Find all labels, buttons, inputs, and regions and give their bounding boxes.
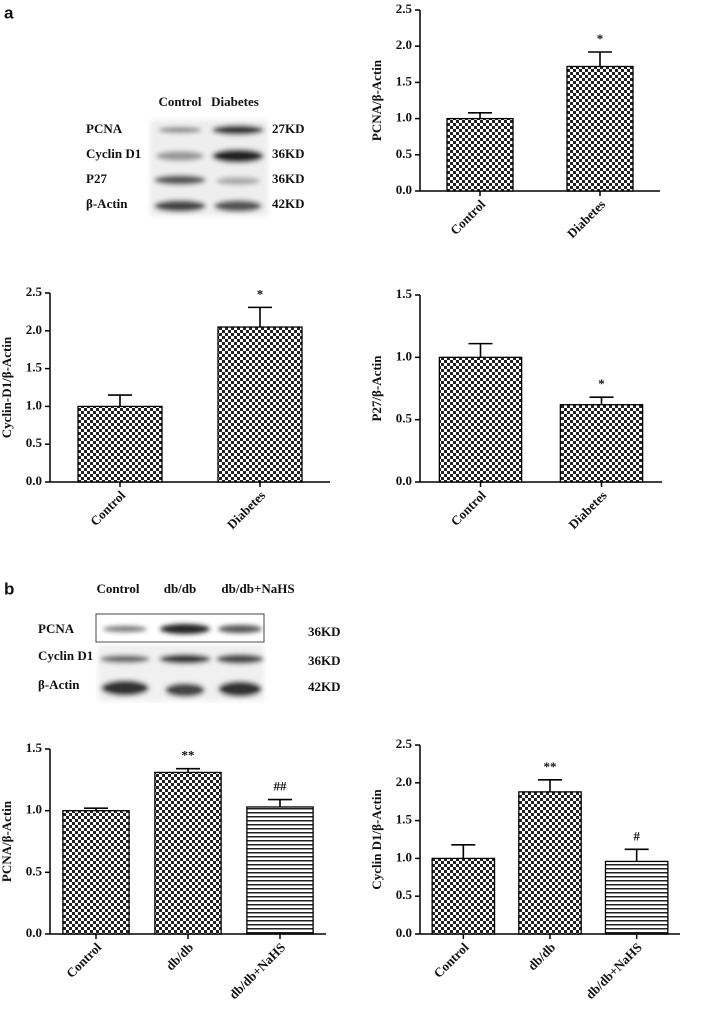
y-tick-label: 0.0 <box>396 473 412 488</box>
y-tick-label: 1.5 <box>396 812 413 827</box>
y-tick-label: 2.0 <box>396 774 412 789</box>
blot-size: 42KD <box>308 679 341 694</box>
y-tick-label: 0.0 <box>396 182 412 197</box>
bar <box>566 65 634 192</box>
blot-row: PCNA <box>86 121 123 136</box>
bar <box>246 806 314 935</box>
bar <box>446 117 514 192</box>
blot-row: Cyclin D1 <box>86 146 141 161</box>
blot-column: Control <box>96 581 139 596</box>
error-bar <box>108 394 132 407</box>
blot-size: 27KD <box>272 121 305 136</box>
blot-row: PCNA <box>38 621 75 636</box>
significance: * <box>257 286 264 301</box>
error-bar <box>538 778 562 792</box>
y-tick-label: 1.0 <box>396 348 412 363</box>
bar <box>518 791 582 935</box>
blot-row: Cyclin D1 <box>38 648 93 663</box>
bar <box>62 810 130 935</box>
significance: ## <box>274 779 288 794</box>
error-bar <box>176 767 200 773</box>
y-tick-label: 1.5 <box>396 286 413 301</box>
y-axis-label: P27/β-Actin <box>369 355 384 422</box>
blot-row: β-Actin <box>38 677 80 692</box>
error-bar <box>589 396 614 405</box>
blot-frame <box>95 613 265 643</box>
bar <box>438 356 523 483</box>
y-tick-label: 1.0 <box>396 110 412 125</box>
panel-label: b <box>4 579 14 598</box>
y-tick-label: 0.5 <box>26 435 43 450</box>
significance: * <box>598 376 605 391</box>
error-bar <box>468 112 492 119</box>
bar <box>604 860 669 935</box>
blot-size: 36KD <box>272 171 305 186</box>
y-tick-label: 0.5 <box>396 887 413 902</box>
y-tick-label: 2.0 <box>26 322 42 337</box>
error-bar <box>248 306 272 328</box>
error-bar <box>84 807 108 811</box>
y-axis-label: Cyclin-D1/β-Actin <box>0 336 14 438</box>
panel-label: a <box>4 3 14 22</box>
blot-column: Control <box>158 94 201 109</box>
significance: ** <box>544 759 557 774</box>
error-bar <box>268 798 292 807</box>
bar <box>154 771 222 935</box>
significance: * <box>597 31 604 46</box>
blot-column: Diabetes <box>211 94 259 109</box>
y-tick-label: 0.5 <box>396 411 413 426</box>
significance: # <box>633 828 640 843</box>
y-tick-label: 1.0 <box>396 849 412 864</box>
bar <box>559 404 644 483</box>
y-tick-label: 0.0 <box>26 925 42 940</box>
y-tick-label: 2.5 <box>396 1 413 16</box>
y-tick-label: 2.5 <box>396 736 413 751</box>
y-axis-label: PCNA/β-Actin <box>369 59 384 141</box>
blot-image <box>150 120 268 216</box>
y-axis-label: Cyclin D1/β-Actin <box>369 789 384 890</box>
error-bar <box>451 843 476 859</box>
y-tick-label: 2.5 <box>26 284 43 299</box>
y-tick-label: 0.5 <box>26 863 43 878</box>
y-tick-label: 1.0 <box>26 397 42 412</box>
y-tick-label: 0.5 <box>396 146 413 161</box>
bar <box>217 326 303 483</box>
blot-row: P27 <box>86 171 107 186</box>
y-tick-label: 0.0 <box>26 473 42 488</box>
blot-size: 36KD <box>308 624 341 639</box>
blot-size: 42KD <box>272 196 305 211</box>
y-tick-label: 0.0 <box>396 925 412 940</box>
blot-image <box>98 624 264 701</box>
bar <box>431 857 496 935</box>
bar <box>77 405 163 483</box>
significance: ** <box>182 748 195 763</box>
y-axis-label: PCNA/β-Actin <box>0 800 14 882</box>
y-tick-label: 1.5 <box>26 740 43 755</box>
y-tick-label: 1.5 <box>26 360 43 375</box>
y-tick-label: 1.0 <box>26 802 42 817</box>
blot-column: db/db+NaHS <box>221 581 294 596</box>
error-bar <box>468 342 493 358</box>
y-tick-label: 2.0 <box>396 37 412 52</box>
blot-size: 36KD <box>308 653 341 668</box>
blot-column: db/db <box>164 581 197 596</box>
blot-size: 36KD <box>272 146 305 161</box>
y-tick-label: 1.5 <box>396 73 413 88</box>
error-bar <box>624 848 649 862</box>
blot-row: β-Actin <box>86 196 128 211</box>
error-bar <box>588 51 612 67</box>
